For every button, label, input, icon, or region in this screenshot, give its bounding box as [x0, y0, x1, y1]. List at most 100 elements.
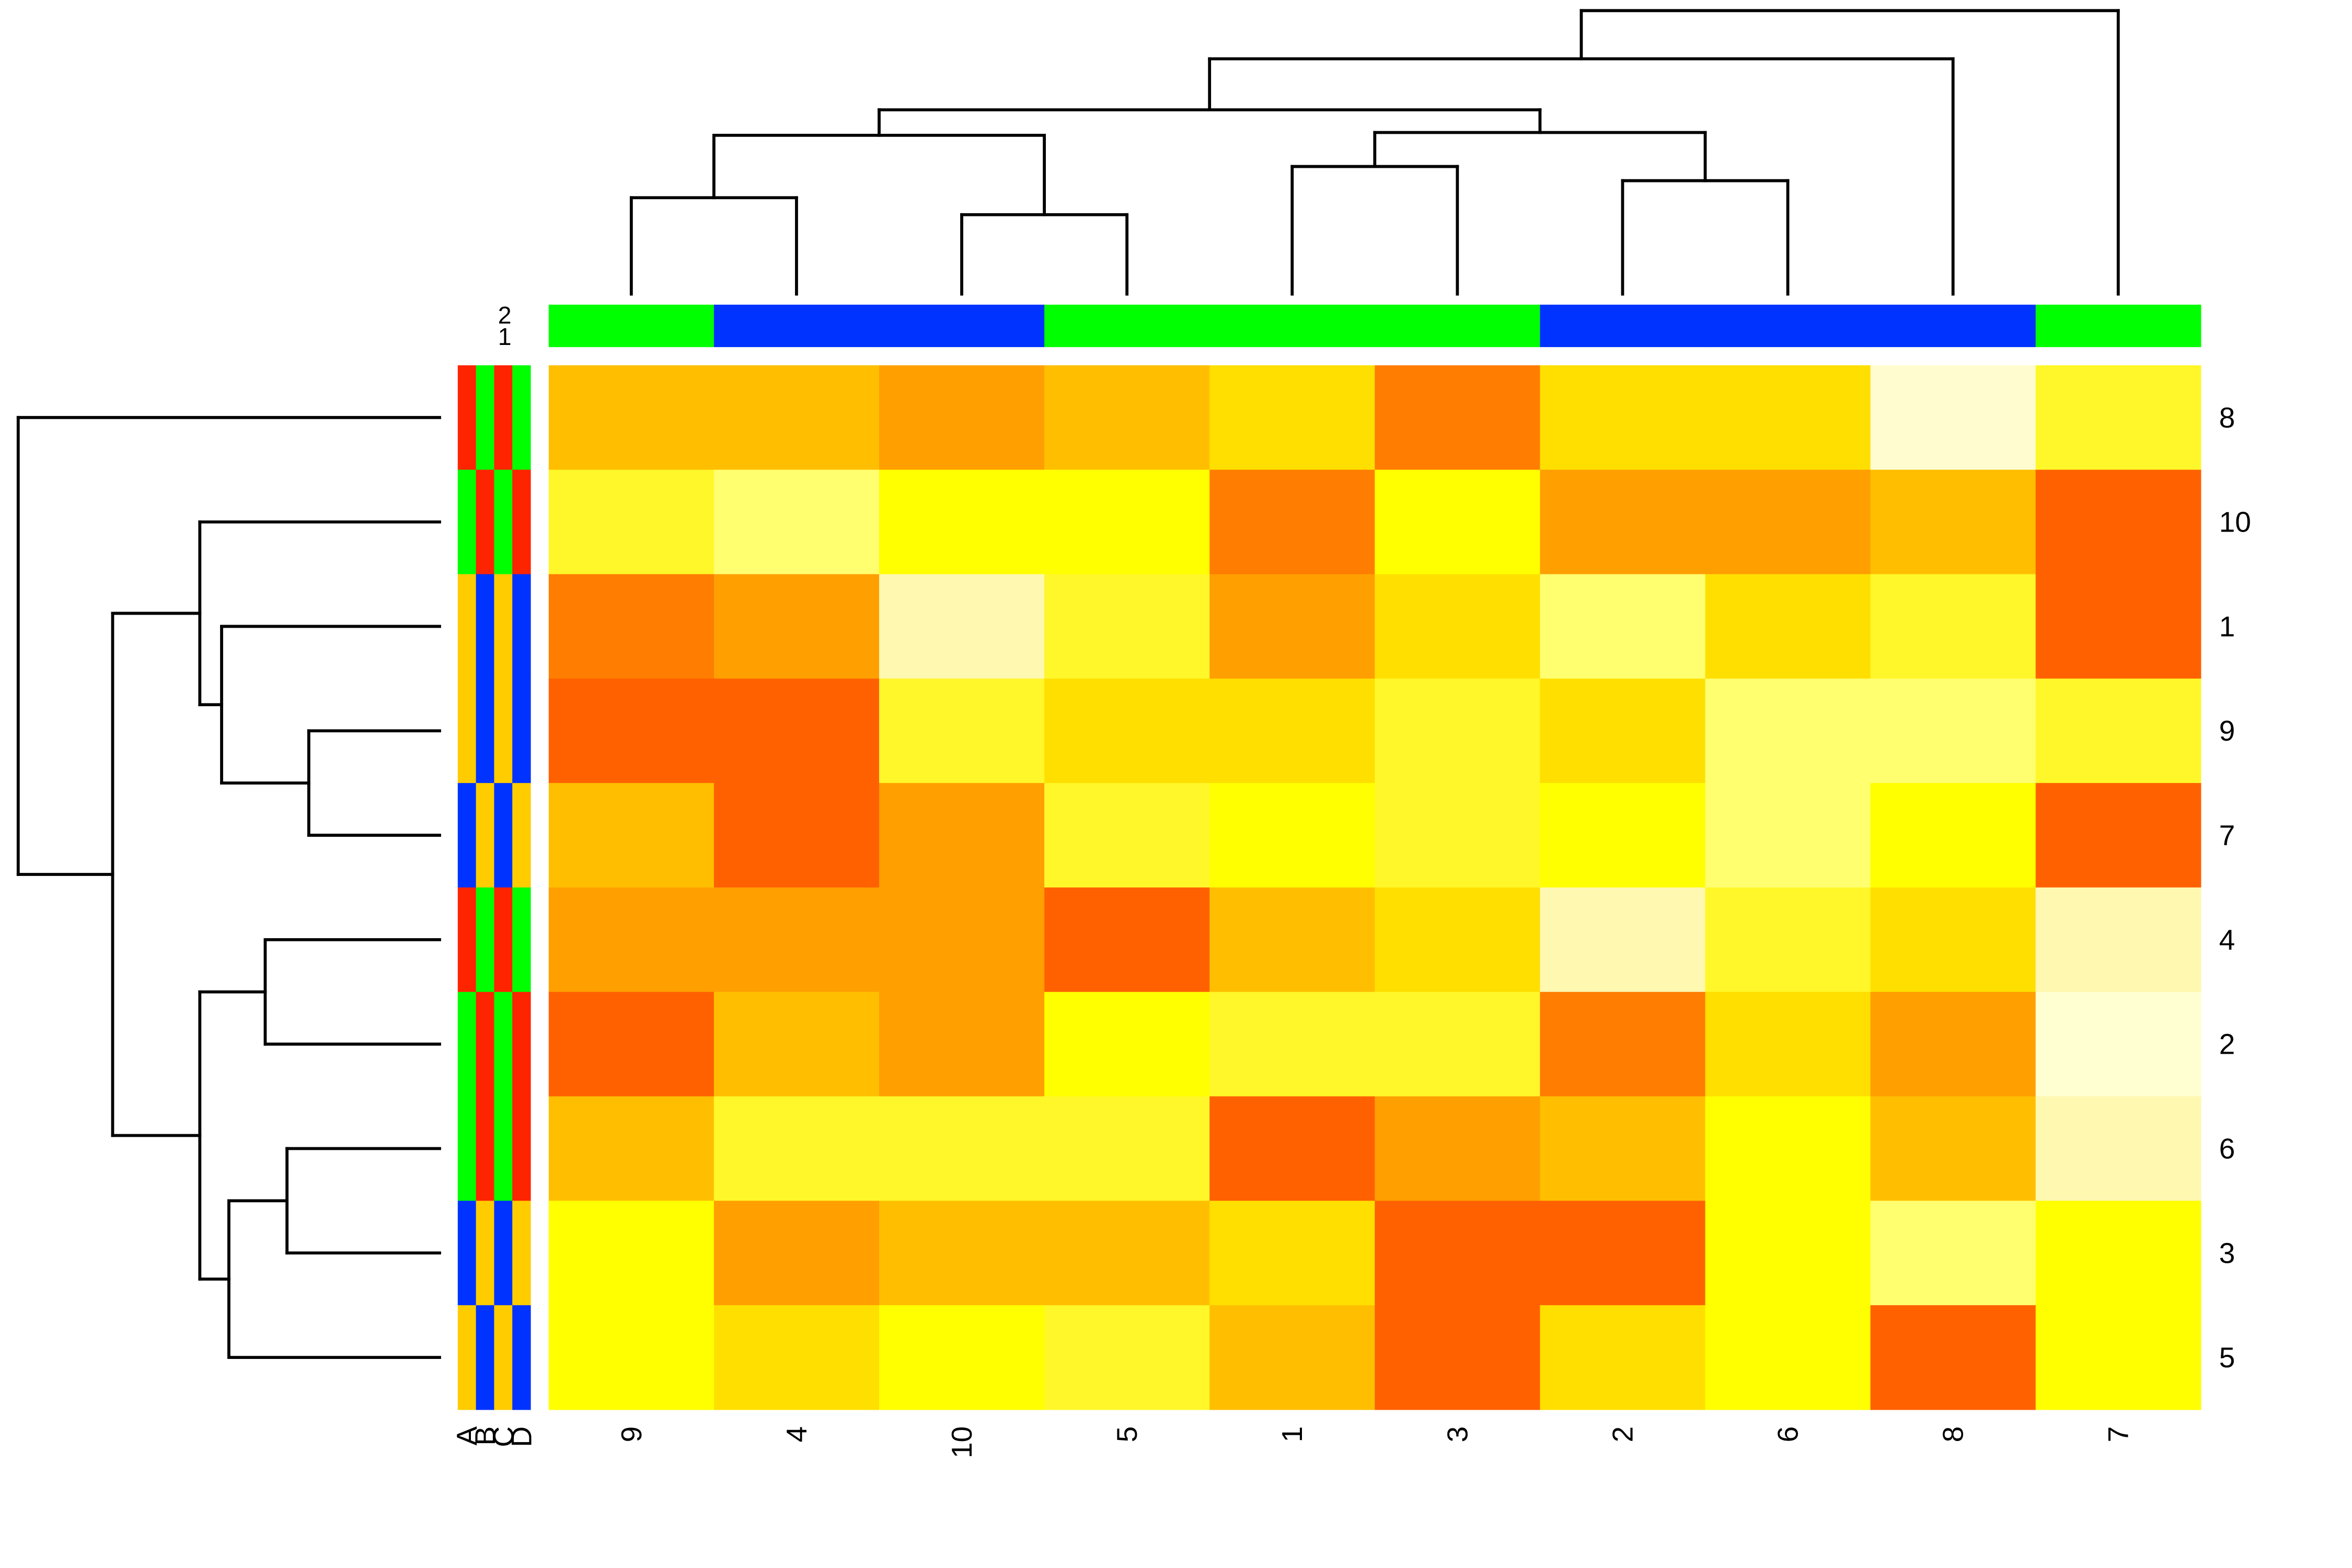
row-label: 5: [2219, 1341, 2235, 1374]
row-annotation-cell: [494, 469, 513, 575]
column-annotation-cell: [1044, 304, 1210, 348]
heatmap-cell: [548, 1305, 714, 1410]
row-annotation-cell: [494, 1096, 513, 1201]
heatmap-cell: [1705, 678, 1871, 783]
row-annotation-track-label: A: [451, 1426, 483, 1446]
heatmap-cell: [548, 1096, 714, 1201]
heatmap-cell: [879, 991, 1045, 1097]
heatmap-cell: [2035, 365, 2201, 470]
row-annotation-cell: [512, 469, 531, 575]
heatmap-cell: [1870, 1305, 2036, 1410]
row-annotation-cell: [457, 365, 477, 470]
heatmap-cell: [548, 469, 714, 575]
heatmap-cell: [1705, 574, 1871, 679]
row-annotation-cell: [512, 1201, 531, 1306]
heatmap-cell: [1044, 783, 1210, 888]
heatmap-cell: [879, 1305, 1045, 1410]
row-annotation-cell: [476, 991, 494, 1097]
heatmap-cell: [1375, 1201, 1540, 1306]
row-annotation-cell: [512, 574, 531, 679]
row-annotation-cell: [457, 1305, 477, 1410]
heatmap-cell: [1209, 991, 1375, 1097]
heatmap-cell: [713, 887, 880, 993]
row-annotation-cell: [476, 1305, 494, 1410]
heatmap-cell: [1209, 783, 1375, 888]
row-annotation-cell: [494, 991, 513, 1097]
row-label: 7: [2219, 819, 2235, 851]
heatmap-cell: [713, 1096, 880, 1201]
row-annotation-cell: [494, 1305, 513, 1410]
row-annotation-track-label: C: [487, 1426, 520, 1447]
row-label: 3: [2219, 1237, 2235, 1269]
heatmap-cell: [879, 469, 1045, 575]
heatmap-cell: [1375, 365, 1540, 470]
column-labels: 9 4 10 5 1 3 2 6 8 7: [615, 1426, 2135, 1458]
heatmap-cells: [548, 365, 2201, 1410]
row-annotation-cell: [476, 1096, 494, 1201]
heatmap-cell: [879, 678, 1045, 783]
heatmap-cell: [548, 887, 714, 993]
heatmap-cell: [713, 783, 880, 888]
column-annotation-track-labels: 21: [498, 302, 512, 350]
row-label: 6: [2219, 1132, 2235, 1165]
heatmap-cell: [1705, 783, 1871, 888]
heatmap-cell: [1870, 991, 2036, 1097]
heatmap-cell: [1375, 1305, 1540, 1410]
heatmap-cell: [2035, 1096, 2201, 1201]
heatmap-cell: [1209, 469, 1375, 575]
column-label: 10: [946, 1426, 978, 1458]
column-label: 5: [1111, 1426, 1143, 1443]
row-annotation-cell: [457, 1096, 477, 1201]
heatmap-cell: [1540, 574, 1706, 679]
column-annotation-cell: [1870, 304, 2036, 348]
heatmap-cell: [2035, 1305, 2201, 1410]
column-annotation-cell: [879, 304, 1045, 348]
row-annotation-cell: [494, 678, 513, 783]
heatmap-cell: [1209, 365, 1375, 470]
heatmap-cell: [1870, 887, 2036, 993]
heatmap-cell: [1044, 887, 1210, 993]
heatmap-cell: [1705, 991, 1871, 1097]
heatmap-cell: [1209, 1096, 1375, 1201]
heatmap-cell: [1540, 1305, 1706, 1410]
column-label: 4: [780, 1426, 813, 1443]
heatmap-cell: [2035, 783, 2201, 888]
heatmap-cell: [713, 991, 880, 1097]
heatmap-cell: [879, 365, 1045, 470]
row-label: 10: [2219, 506, 2251, 538]
row-labels: 8 10 1 9 7 4 2 6 3 5: [2219, 401, 2251, 1374]
row-annotation-cell: [494, 783, 513, 888]
heatmap-cell: [1375, 678, 1540, 783]
heatmap-cell: [1375, 991, 1540, 1097]
row-annotation-cell: [476, 574, 494, 679]
heatmap-cell: [1044, 469, 1210, 575]
heatmap-cell: [713, 365, 880, 470]
heatmap-cell: [1209, 574, 1375, 679]
heatmap-cell: [879, 887, 1045, 993]
heatmap-cell: [1375, 887, 1540, 993]
heatmap-cell: [1705, 1201, 1871, 1306]
row-annotation-cell: [512, 678, 531, 783]
heatmap-cell: [1870, 1096, 2036, 1201]
column-annotation-cell: [1375, 304, 1540, 348]
row-dendrogram: [16, 416, 441, 1359]
heatmap-cell: [1540, 1096, 1706, 1201]
row-annotation-bar: [457, 365, 531, 1410]
heatmap-cell: [1044, 1096, 1210, 1201]
heatmap-cell: [2035, 1201, 2201, 1306]
column-label: 7: [2102, 1426, 2135, 1443]
heatmap-cell: [1870, 365, 2036, 470]
row-annotation-cell: [494, 1201, 513, 1306]
heatmap-cell: [879, 783, 1045, 888]
row-annotation-cell: [512, 783, 531, 888]
heatmap-cell: [548, 1201, 714, 1306]
heatmap-cell: [1375, 574, 1540, 679]
heatmap-cell: [2035, 678, 2201, 783]
heatmap-cell: [1705, 887, 1871, 993]
heatmap-cell: [1870, 574, 2036, 679]
row-annotation-cell: [476, 887, 494, 993]
heatmap-cell: [1044, 1201, 1210, 1306]
heatmap-cell: [2035, 469, 2201, 575]
heatmap-cell: [1044, 678, 1210, 783]
